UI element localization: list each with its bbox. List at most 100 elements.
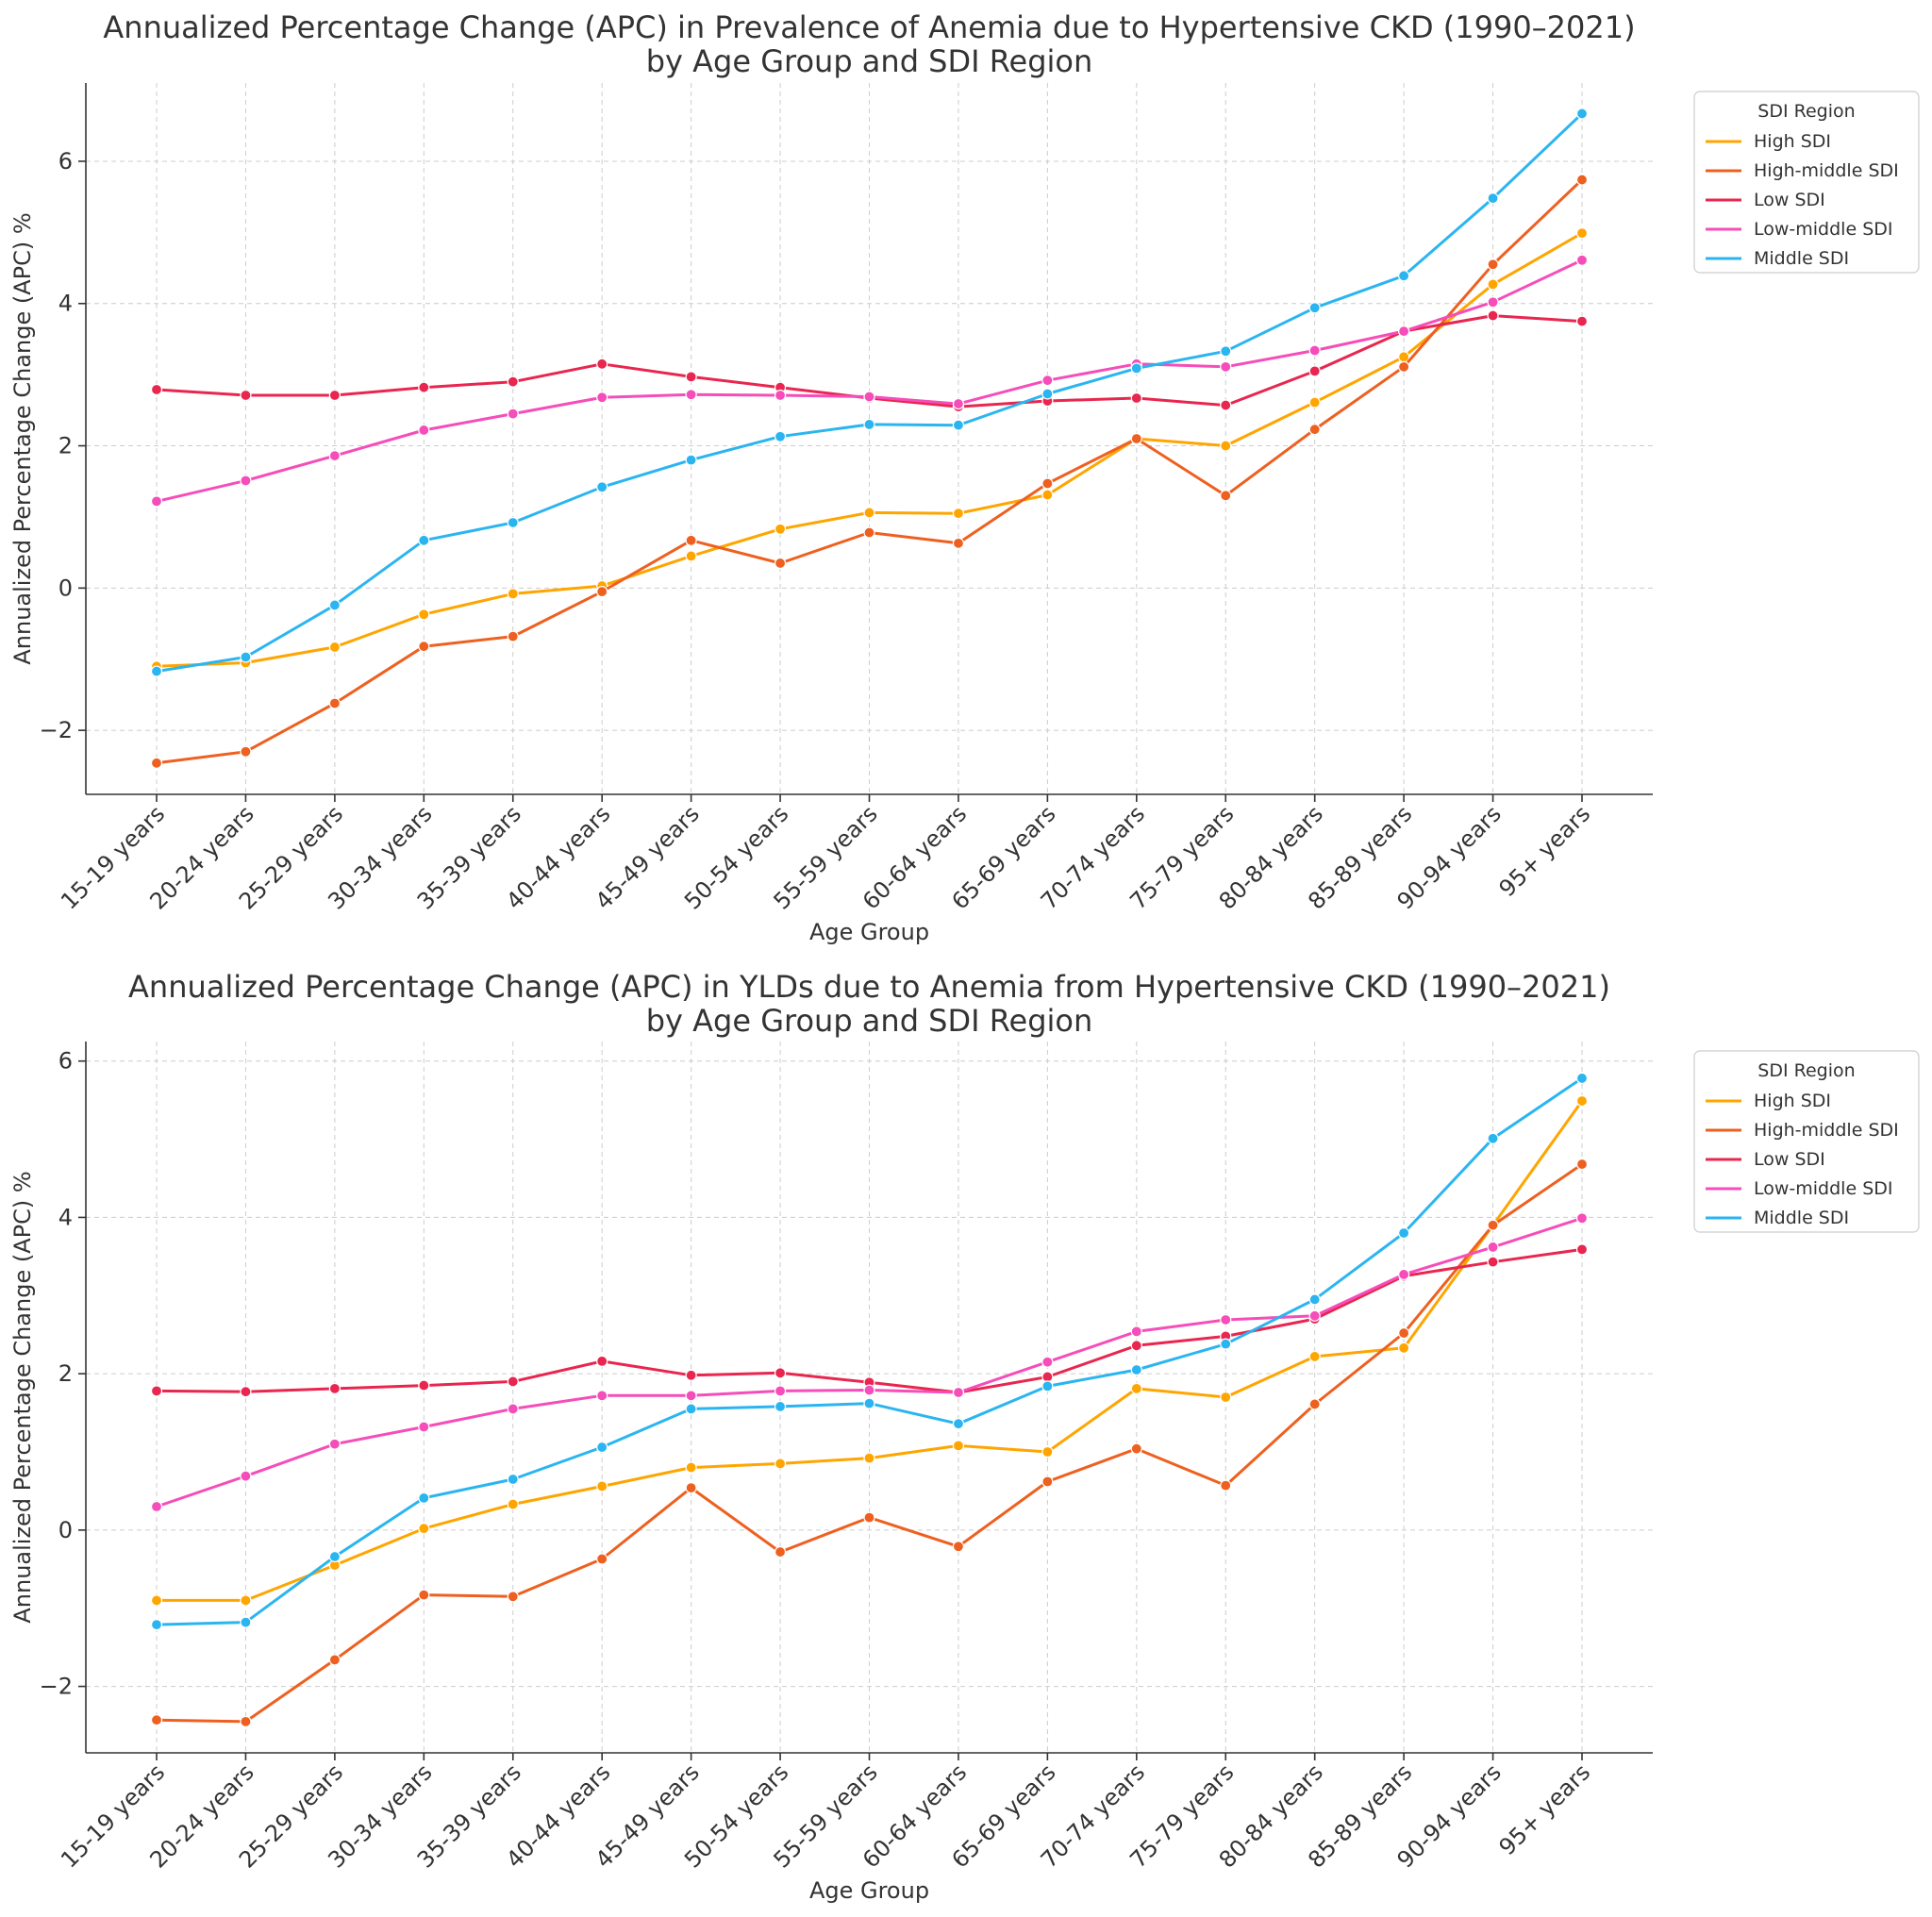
data-point [952, 419, 965, 431]
data-point [240, 651, 252, 663]
data-point [507, 1473, 519, 1486]
data-point [1041, 1380, 1054, 1392]
legend: SDI Region High SDI High-middle SDI Low SDI… [1693, 1050, 1920, 1233]
data-point [1308, 365, 1321, 377]
chart-2: Annualized Percentage Change (APC) in YL… [9, 969, 1920, 1904]
data-point [1130, 1325, 1142, 1338]
y-tick-label: −2 [40, 717, 73, 743]
data-point [1041, 1445, 1054, 1459]
data-point [1487, 278, 1499, 291]
series-line [156, 178, 1584, 765]
data-point [1575, 1158, 1589, 1171]
legend-label: Low-middle SDI [1754, 219, 1892, 240]
data-point [1487, 1132, 1499, 1144]
data-point [1487, 1219, 1499, 1231]
data-point [507, 1403, 519, 1415]
data-point [150, 1594, 163, 1607]
data-point [863, 1384, 875, 1396]
grid [86, 1042, 1653, 1753]
data-point [863, 391, 875, 403]
chart-title: Annualized Percentage Change (APC) in Pr… [103, 9, 1635, 45]
x-axis-label: Age Group [809, 1877, 929, 1904]
data-point [418, 1589, 430, 1601]
data-point [596, 1441, 608, 1454]
x-axis-label: Age Group [809, 919, 929, 945]
data-point [1130, 362, 1142, 375]
data-point [952, 1418, 965, 1430]
data-point [418, 641, 430, 653]
data-point [240, 1386, 252, 1398]
data-point [952, 1386, 965, 1399]
data-point [774, 557, 787, 570]
data-point [863, 1511, 875, 1524]
y-axis-label: Annualized Percentage Change (APC) % [9, 1171, 36, 1623]
data-point [685, 1369, 697, 1381]
data-point [1308, 396, 1321, 408]
data-point [596, 1390, 608, 1402]
series-low-middle-sdi [150, 254, 1589, 508]
y-tick-label: 6 [58, 148, 73, 175]
series-low-middle-sdi [150, 1212, 1589, 1513]
data-point [418, 608, 430, 621]
data-point [418, 381, 430, 393]
data-point [240, 1616, 252, 1628]
y-tick-label: 4 [58, 1204, 73, 1230]
legend-label: High-middle SDI [1754, 160, 1899, 181]
y-axis-label: Annualized Percentage Change (APC) % [9, 212, 36, 664]
data-point [1575, 1072, 1589, 1085]
y-tick-label: −2 [40, 1674, 73, 1700]
data-point [596, 481, 608, 493]
data-point [685, 534, 697, 546]
data-point [1041, 1475, 1054, 1488]
data-point [863, 418, 875, 431]
data-point [1487, 1256, 1499, 1268]
legend-label: High SDI [1754, 131, 1831, 152]
data-point [685, 1403, 697, 1415]
data-point [1575, 226, 1589, 240]
data-point [1220, 1313, 1232, 1326]
data-point [1308, 424, 1321, 436]
data-point [328, 697, 341, 709]
data-point [774, 1400, 787, 1413]
legend-label: Middle SDI [1754, 248, 1849, 269]
data-point [1130, 1363, 1142, 1376]
data-point [1487, 1241, 1499, 1254]
data-point [863, 526, 875, 539]
data-point [863, 507, 875, 519]
series-middle-sdi [150, 108, 1589, 677]
data-point [863, 1452, 875, 1464]
data-point [1220, 345, 1232, 358]
data-point [1487, 296, 1499, 308]
data-point [1041, 489, 1054, 501]
chart-title: Annualized Percentage Change (APC) in YL… [128, 969, 1610, 1005]
legend-label: High-middle SDI [1754, 1120, 1899, 1141]
series-high-middle-sdi [150, 1158, 1589, 1727]
data-point [774, 1367, 787, 1379]
data-point [150, 1500, 163, 1513]
data-point [1398, 360, 1410, 373]
y-tick-label: 2 [58, 433, 73, 459]
data-point [507, 588, 519, 600]
data-point [240, 1715, 252, 1727]
data-point [418, 1492, 430, 1504]
data-point [1220, 1338, 1232, 1350]
data-point [596, 586, 608, 598]
y-tick-label: 6 [58, 1048, 73, 1075]
legend: SDI Region High SDI High-middle SDI Low SDI… [1693, 91, 1920, 274]
data-point [1130, 1442, 1142, 1455]
data-point [1041, 388, 1054, 400]
y-tick-label: 4 [58, 291, 73, 317]
data-point [1041, 477, 1054, 490]
data-point [240, 389, 252, 402]
data-point [1575, 254, 1589, 266]
data-point [328, 389, 341, 402]
data-point [507, 630, 519, 642]
data-point [952, 1541, 965, 1553]
data-point [1575, 1212, 1589, 1225]
data-point [596, 392, 608, 404]
legend-title: SDI Region [1757, 1060, 1855, 1081]
data-point [1398, 1268, 1410, 1281]
x-tick-label: 95+ years [1494, 800, 1596, 902]
data-point [507, 516, 519, 529]
x-tick-label: 95+ years [1494, 1759, 1596, 1860]
